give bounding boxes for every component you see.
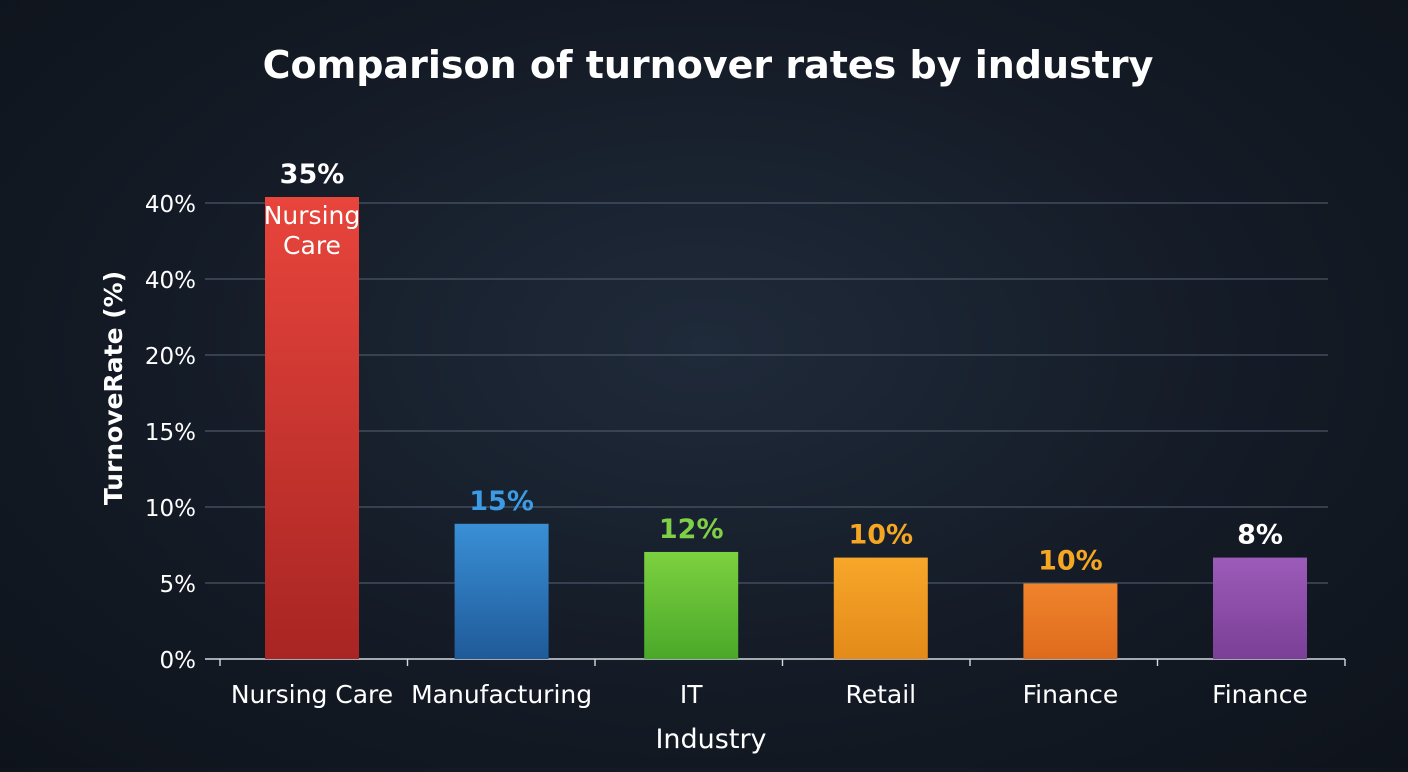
- labels: 0% 5% 10% 15% 20% 40% 40% 35% Nursing Care 15% Man…: [145, 159, 1308, 709]
- y-tick-label: 5%: [160, 572, 197, 598]
- data-label: 12%: [659, 514, 724, 545]
- x-axis: [205, 658, 1346, 666]
- data-label: 10%: [1038, 546, 1103, 577]
- data-label: 35%: [280, 159, 345, 190]
- bar-retail: [833, 557, 928, 659]
- y-tick-label: 40%: [145, 268, 196, 294]
- x-tick-label: Nursing Care: [231, 680, 393, 709]
- data-label: 8%: [1237, 520, 1283, 551]
- bar-nursing-care: [265, 197, 359, 659]
- y-tick-label: 10%: [145, 496, 196, 522]
- bar-it: [644, 551, 739, 659]
- y-tick-label: 0%: [160, 648, 197, 674]
- y-tick-label: 15%: [145, 420, 196, 446]
- x-tick-label: Finance: [1023, 680, 1119, 709]
- chart-title: Comparison of turnover rates by industry: [263, 43, 1154, 87]
- bars: [265, 197, 1307, 659]
- x-tick-label: IT: [680, 680, 703, 709]
- x-tick-label: Finance: [1212, 680, 1308, 709]
- in-bar-label: Nursing: [264, 201, 361, 230]
- gridlines: [205, 202, 1328, 584]
- x-axis-label: Industry: [655, 724, 766, 755]
- x-tick-label: Manufacturing: [411, 680, 592, 709]
- y-axis-label: TurnoveRate (%): [99, 271, 128, 505]
- data-label: 15%: [469, 486, 534, 517]
- y-tick-label: 20%: [145, 344, 196, 370]
- in-bar-label: Care: [283, 231, 341, 260]
- data-label: 10%: [848, 520, 913, 551]
- bar-finance-2: [1213, 557, 1307, 659]
- bar-manufacturing: [454, 523, 549, 659]
- bar-finance: [1023, 583, 1118, 659]
- x-tick-label: Retail: [845, 680, 916, 709]
- y-tick-label: 40%: [145, 192, 196, 218]
